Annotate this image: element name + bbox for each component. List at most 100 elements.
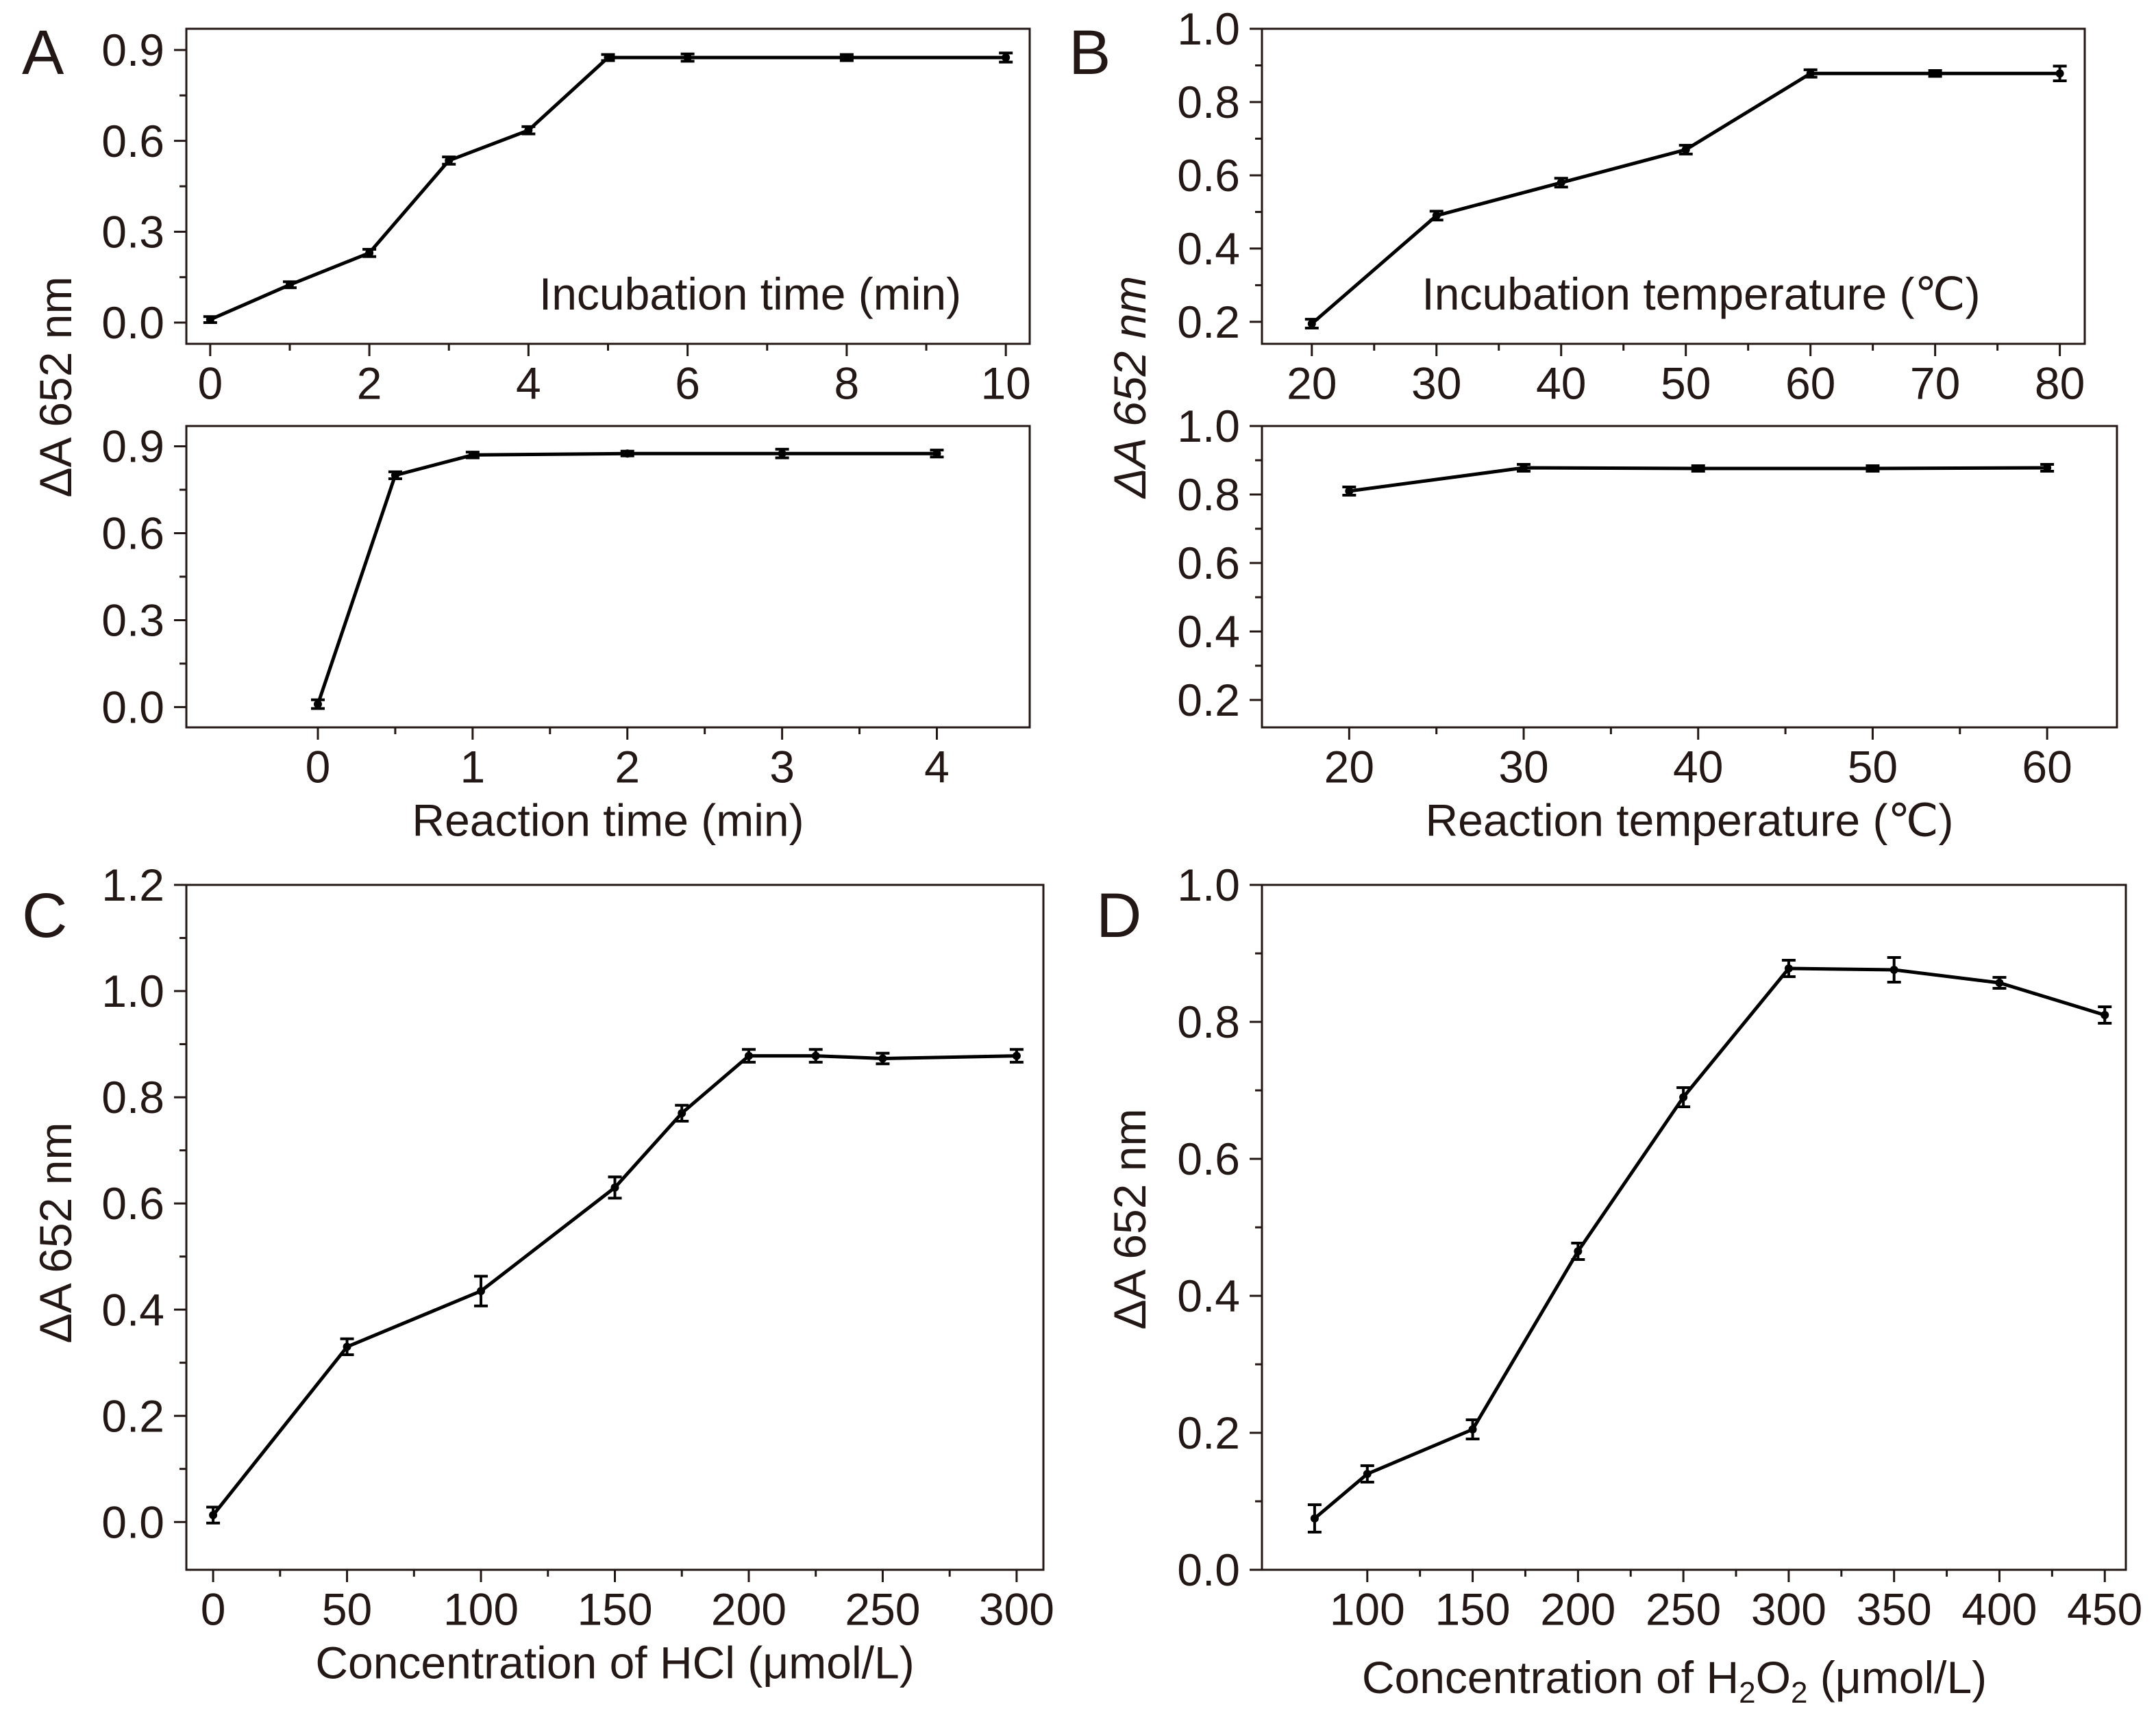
chart-d-series-line bbox=[1313, 966, 2105, 1520]
chart-b1-ytick-label: 0.4 bbox=[1177, 223, 1240, 274]
chart-d-xtick-label: 150 bbox=[1435, 1584, 1510, 1635]
chart-d-xtick-label: 450 bbox=[2067, 1584, 2142, 1635]
chart-b2-xlabel: Reaction temperature (℃) bbox=[1425, 795, 1953, 846]
chart-a2-xlabel: Reaction time (min) bbox=[412, 795, 804, 846]
chart-a2-point bbox=[932, 449, 941, 458]
chart-a2-ytick-label: 0.0 bbox=[101, 681, 164, 732]
chart-a1-ytick-label: 0.9 bbox=[101, 25, 164, 75]
panel-letter-b: B bbox=[1069, 18, 1111, 88]
panel-b-ylabel: ΔA 652 nm bbox=[1104, 276, 1155, 499]
chart-d-ytick-label: 0.0 bbox=[1177, 1544, 1240, 1595]
chart-c-point bbox=[343, 1342, 351, 1351]
chart-a2-ytick-label: 0.6 bbox=[101, 508, 164, 559]
chart-d-point bbox=[2101, 1011, 2109, 1019]
chart-b1-xtick-label: 60 bbox=[1785, 358, 1835, 409]
chart-b1-ytick-label: 0.8 bbox=[1177, 77, 1240, 127]
chart-a1-xtick-label: 6 bbox=[675, 358, 700, 409]
chart-c-ytick-label: 0.8 bbox=[101, 1072, 164, 1123]
chart-a1-ytick-label: 0.3 bbox=[101, 206, 164, 257]
chart-b2-point bbox=[1868, 464, 1877, 473]
chart-a2-ytick-label: 0.9 bbox=[101, 421, 164, 472]
panel-d-xlabel-post: (μmol/L) bbox=[1807, 1652, 1987, 1703]
chart-b2-ytick-label: 0.2 bbox=[1177, 675, 1240, 725]
chart-a2-xtick-label: 2 bbox=[615, 742, 640, 792]
chart-c-xtick-label: 100 bbox=[443, 1584, 519, 1635]
chart-c-ytick-label: 1.0 bbox=[101, 966, 164, 1016]
chart-c-series-line bbox=[212, 1054, 1017, 1516]
chart-b1-ytick-label: 0.2 bbox=[1177, 297, 1240, 347]
chart-a1-point bbox=[445, 156, 454, 165]
chart-a2-point bbox=[623, 449, 632, 458]
chart-b2-ytick-label: 1.0 bbox=[1177, 401, 1240, 451]
chart-a2-xtick-label: 1 bbox=[460, 742, 486, 792]
chart-c-point bbox=[744, 1051, 753, 1060]
chart-a2: 0 1 2 3 4 0.0 0.3 0.6 0.9 Reaction time (min) bbox=[101, 421, 1031, 846]
chart-b1-point bbox=[1432, 211, 1441, 220]
chart-d-ytick-label: 1.0 bbox=[1177, 860, 1240, 910]
chart-d-point bbox=[1679, 1093, 1688, 1101]
chart-c-xtick-label: 50 bbox=[322, 1584, 372, 1635]
chart-b1-xtick-label: 30 bbox=[1411, 358, 1461, 409]
chart-a1-point bbox=[683, 53, 692, 62]
chart-c-xtick-label: 150 bbox=[577, 1584, 652, 1635]
chart-c-point bbox=[477, 1287, 486, 1296]
chart-a2-series-line bbox=[316, 451, 937, 705]
chart-a2-xtick-label: 4 bbox=[924, 742, 950, 792]
panel-d-xlabel-sub2: 2 bbox=[1791, 1676, 1807, 1710]
panel-c-ylabel: ΔA 652 nm bbox=[30, 1123, 81, 1344]
chart-b2-ytick-label: 0.4 bbox=[1177, 606, 1240, 657]
chart-c-ytick-label: 0.6 bbox=[101, 1178, 164, 1229]
chart-d-point bbox=[1889, 966, 1898, 974]
chart-b1-point bbox=[1681, 145, 1690, 154]
chart-a2-xtick-label: 0 bbox=[306, 742, 331, 792]
chart-a1-point bbox=[365, 249, 374, 258]
panel-b-ylabel-text: ΔA 652 nm bbox=[1104, 276, 1155, 499]
chart-b1-frame bbox=[1261, 27, 2086, 345]
chart-a1-xtick-label: 0 bbox=[197, 358, 223, 409]
chart-b2-point bbox=[1694, 464, 1702, 473]
chart-a1-xtick-label: 8 bbox=[834, 358, 860, 409]
chart-c-ytick-label: 1.2 bbox=[101, 860, 164, 910]
chart-c-point bbox=[1012, 1051, 1021, 1060]
panel-d-xlabel-sub1: 2 bbox=[1739, 1676, 1755, 1710]
chart-b2-xtick-label: 20 bbox=[1324, 742, 1374, 792]
chart-b1-xtick-label: 70 bbox=[1910, 358, 1960, 409]
chart-b2: 20 30 40 50 60 0.2 0.4 0.6 0.8 1.0 Reaction temper… bbox=[1177, 401, 2118, 846]
chart-d-xtick-label: 400 bbox=[1961, 1584, 2037, 1635]
chart-a1-point bbox=[842, 53, 851, 62]
chart-a1-xtick-label: 4 bbox=[516, 358, 541, 409]
chart-a1-ytick-label: 0.6 bbox=[101, 116, 164, 166]
chart-a2-point bbox=[778, 449, 786, 458]
panel-letter-a: A bbox=[22, 18, 64, 88]
chart-a2-xtick-label: 3 bbox=[769, 742, 795, 792]
panel-d-ylabel: ΔA 652 nm bbox=[1104, 1109, 1155, 1330]
chart-a1-xtick-label: 10 bbox=[980, 358, 1030, 409]
chart-d-point bbox=[1574, 1247, 1583, 1255]
chart-d-point bbox=[1995, 979, 2004, 987]
chart-a2-point bbox=[391, 471, 399, 479]
chart-b2-xtick-label: 60 bbox=[2022, 742, 2072, 792]
chart-c-point bbox=[678, 1109, 686, 1118]
chart-a1: 0 2 4 6 8 10 0.0 0.3 0.6 0.9 Incubation time (min) bbox=[101, 25, 1031, 409]
chart-d: 100 150 200 250 300 350 400 450 0.0 0.2 0.4 0.6 0.8 1… bbox=[1177, 860, 2142, 1635]
chart-d-ytick-label: 0.8 bbox=[1177, 997, 1240, 1047]
chart-a2-point bbox=[468, 451, 477, 460]
chart-b1-xtick-label: 80 bbox=[2035, 358, 2085, 409]
chart-d-point bbox=[1468, 1425, 1477, 1433]
chart-c-ytick-label: 0.2 bbox=[101, 1390, 164, 1441]
panel-d-xlabel-pre: Concentration of H bbox=[1362, 1652, 1739, 1703]
chart-b2-point bbox=[1520, 464, 1528, 472]
chart-d-xtick-label: 350 bbox=[1857, 1584, 1932, 1635]
chart-a2-frame bbox=[185, 425, 1031, 729]
chart-c-point bbox=[811, 1051, 820, 1060]
chart-c-xtick-label: 0 bbox=[201, 1584, 226, 1635]
chart-b1-point bbox=[1307, 319, 1316, 328]
chart-a2-point bbox=[313, 700, 322, 709]
chart-b1-point bbox=[1557, 178, 1565, 187]
chart-b2-xtick-label: 40 bbox=[1673, 742, 1723, 792]
chart-a1-point bbox=[1002, 53, 1011, 62]
chart-c-frame bbox=[185, 884, 1045, 1571]
chart-b2-point bbox=[1345, 487, 1354, 495]
